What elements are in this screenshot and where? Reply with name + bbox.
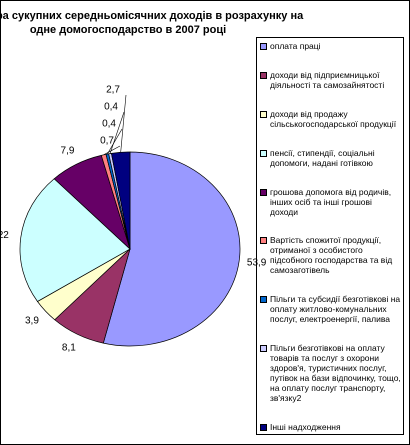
legend-item: Пільги безготівкові на оплату товарів та… [260, 343, 401, 403]
legend-swatch [260, 149, 267, 157]
legend-swatch [260, 345, 267, 353]
pie-slice [19, 178, 131, 302]
legend-label: доходи від продажу сільськогосподарської… [270, 108, 397, 129]
legend-item: Інші надходження [260, 422, 401, 432]
legend-item: грошова допомога від родичів, інших осіб… [260, 187, 401, 217]
data-label: 3,9 [25, 316, 39, 327]
legend-item: Вартість спожитої продукції, отриманої з… [260, 235, 401, 275]
legend-swatch [260, 110, 267, 118]
legend-label: Пільги та субсидії безготівкові на оплат… [270, 294, 401, 325]
data-label: 22 [0, 230, 9, 241]
data-label: 2,7 [106, 85, 120, 96]
legend-label: Пільги безготівкові на оплату товарів та… [270, 343, 401, 404]
legend-swatch [260, 237, 267, 245]
legend-item: доходи від підприємницької діяльності та… [260, 70, 401, 90]
pie-slice [102, 151, 241, 347]
leader-line [109, 111, 125, 154]
data-label: 8,1 [62, 342, 76, 353]
legend-item: пенсії, стипендії, соціальні допомоги, н… [260, 148, 401, 168]
legend: оплата праці доходи від підприємницької д… [256, 37, 404, 435]
legend-label: оплата праці [270, 41, 321, 51]
chart-title-line: одне домогосподарство в 2007 році [30, 24, 226, 36]
data-label: 0,7 [100, 136, 114, 147]
legend-label: грошова допомога від родичів, інших осіб… [270, 186, 392, 217]
legend-item: Пільги та субсидії безготівкові на оплат… [260, 294, 401, 324]
legend-label: Інші надходження [270, 422, 341, 432]
data-label: 7,9 [61, 146, 75, 157]
data-label: 0,4 [104, 102, 118, 113]
chart-title-line: Структура сукупних середньомісячних дохо… [0, 10, 304, 22]
leader-line [107, 128, 123, 155]
legend-swatch [260, 296, 267, 304]
legend-swatch [260, 43, 267, 50]
legend-item: доходи від продажу сільськогосподарської… [260, 109, 401, 129]
legend-item: оплата праці [260, 41, 401, 51]
legend-label: пенсії, стипендії, соціальні допомоги, н… [270, 147, 375, 168]
legend-label: доходи від підприємницької діяльності та… [270, 69, 385, 90]
legend-swatch [260, 188, 267, 196]
legend-label: Вартість спожитої продукції, отриманої з… [270, 235, 393, 276]
leader-line [120, 94, 127, 153]
legend-swatch [260, 424, 267, 431]
data-label: 0,4 [102, 119, 116, 130]
legend-swatch [260, 71, 267, 79]
leader-line [103, 145, 121, 156]
